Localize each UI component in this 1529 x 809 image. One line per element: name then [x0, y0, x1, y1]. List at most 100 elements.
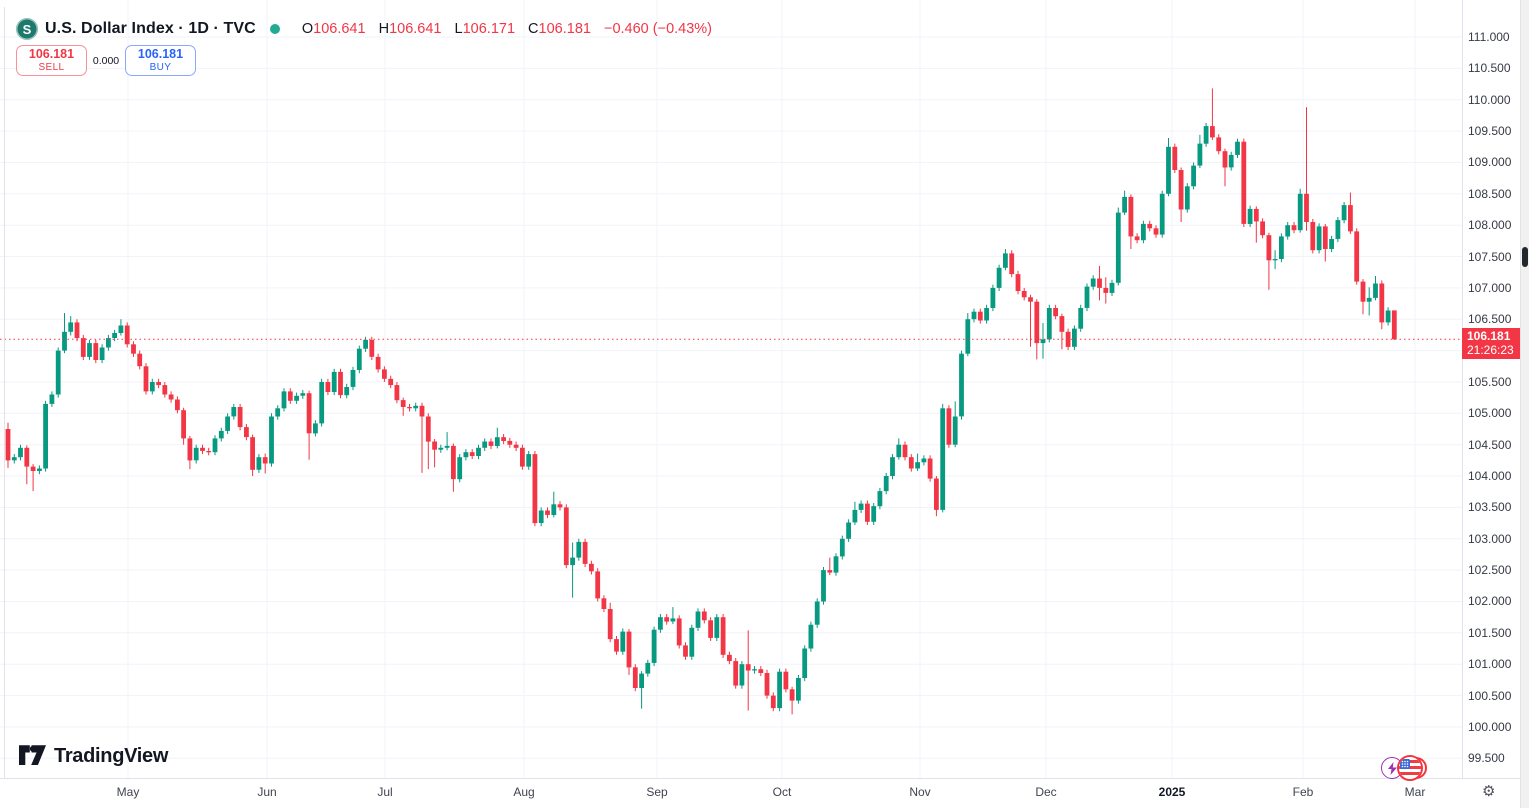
- price-axis-label: 102.500: [1468, 563, 1512, 577]
- price-axis-label: 101.000: [1468, 657, 1512, 671]
- candle-body: [645, 662, 651, 674]
- candle-body: [570, 557, 575, 566]
- candle-body: [808, 624, 814, 649]
- candle-body: [551, 504, 557, 515]
- candle-body: [193, 447, 199, 461]
- candle-body: [457, 457, 463, 480]
- candle-body: [256, 457, 262, 470]
- candle-body: [658, 617, 663, 630]
- candle-body: [507, 440, 513, 445]
- us-flag-icon[interactable]: [1397, 755, 1423, 781]
- candle-body: [212, 438, 218, 453]
- price-axis-label: 105.000: [1468, 406, 1512, 420]
- candle-body: [1197, 143, 1203, 166]
- tradingview-logo[interactable]: TradingView: [19, 744, 168, 769]
- candle-body: [827, 570, 833, 573]
- candle-body: [871, 506, 877, 522]
- candle-body: [1053, 308, 1058, 317]
- candle-body: [80, 338, 86, 357]
- time-axis-label: Aug: [513, 785, 535, 799]
- candle-body: [520, 447, 525, 467]
- time-axis[interactable]: May Jun Jul Aug Sep Oct Nov Dec 2025 Feb Mar: [0, 778, 1520, 809]
- candle-body: [451, 445, 456, 480]
- price-axis-label: 108.500: [1468, 187, 1512, 201]
- time-axis-label: Sep: [646, 785, 668, 799]
- candle-body: [639, 673, 644, 688]
- candle-body: [802, 648, 808, 678]
- candle-body: [250, 437, 255, 470]
- sell-price: 106.181: [28, 47, 75, 62]
- candle-body: [300, 393, 306, 396]
- scrollbar-thumb[interactable]: [1522, 247, 1528, 267]
- candle-body: [331, 371, 337, 392]
- candle-body: [1253, 208, 1259, 222]
- candle-body: [733, 661, 739, 686]
- current-price-value: 106.181: [1467, 329, 1511, 343]
- candle-body: [977, 311, 983, 321]
- candle-body: [1216, 137, 1222, 152]
- candle-body: [93, 343, 99, 360]
- candle-body: [582, 541, 588, 564]
- candle-body: [1147, 223, 1153, 229]
- candle-body: [1015, 274, 1021, 291]
- sell-label: SELL: [38, 61, 65, 73]
- candle-body: [758, 669, 764, 673]
- candle-body: [218, 430, 224, 439]
- candle-body: [1009, 253, 1015, 275]
- candle-body: [921, 458, 927, 463]
- candle-body: [482, 441, 488, 448]
- candle-body: [30, 466, 36, 471]
- symbol-title[interactable]: U.S. Dollar Index · 1D · TVC: [45, 20, 256, 37]
- candle-body: [651, 629, 657, 663]
- scrollbar[interactable]: [1520, 0, 1529, 808]
- buy-button[interactable]: 106.181 BUY: [125, 45, 196, 76]
- candle-body: [833, 556, 839, 573]
- price-axis[interactable]: 111.000 110.500 110.000 109.500 109.000 108.5…: [1462, 0, 1521, 778]
- candle-body: [996, 267, 1002, 288]
- candle-body: [908, 457, 914, 469]
- candle-body: [206, 451, 212, 453]
- candle-body: [24, 447, 30, 467]
- high-value: 106.641: [389, 21, 442, 37]
- candle-body: [325, 382, 331, 392]
- candle-body: [896, 444, 902, 458]
- event-icons: [1381, 754, 1429, 784]
- candle-body: [488, 441, 494, 446]
- candle-body: [281, 391, 287, 409]
- sell-button[interactable]: 106.181 SELL: [16, 45, 87, 76]
- price-axis-label: 104.000: [1468, 469, 1512, 483]
- candle-body: [68, 322, 74, 332]
- candle-body: [1084, 286, 1090, 308]
- pane-left-border: [4, 7, 5, 778]
- candle-body: [124, 325, 130, 345]
- gear-icon[interactable]: ⚙: [1482, 783, 1496, 800]
- open-label: O: [301, 21, 314, 37]
- high-label: H: [378, 21, 390, 37]
- candle-body: [952, 416, 958, 445]
- symbol-logo-icon[interactable]: S: [16, 18, 38, 40]
- candle-body: [1247, 208, 1253, 224]
- candle-body: [313, 423, 318, 434]
- candle-body: [1316, 226, 1322, 251]
- low-value: 106.171: [462, 21, 516, 37]
- market-open-dot-icon[interactable]: [269, 24, 280, 34]
- candle-body: [200, 447, 205, 451]
- candle-body: [676, 618, 682, 646]
- candle-body: [1103, 287, 1109, 293]
- candle-body: [626, 631, 632, 668]
- candle-body: [984, 308, 989, 321]
- candle-body: [1003, 253, 1008, 268]
- candle-body: [727, 654, 732, 662]
- buy-price: 106.181: [137, 47, 184, 62]
- candle-body: [18, 447, 23, 458]
- candle-body: [87, 343, 92, 357]
- candle-body: [319, 382, 325, 424]
- candle-body: [1335, 220, 1341, 239]
- time-axis-label: 2025: [1158, 785, 1186, 799]
- candle-body: [1272, 259, 1278, 261]
- candle-body: [1241, 141, 1247, 224]
- close-value: 106.181: [538, 21, 591, 37]
- candle-body: [796, 678, 801, 701]
- candle-body: [576, 541, 582, 558]
